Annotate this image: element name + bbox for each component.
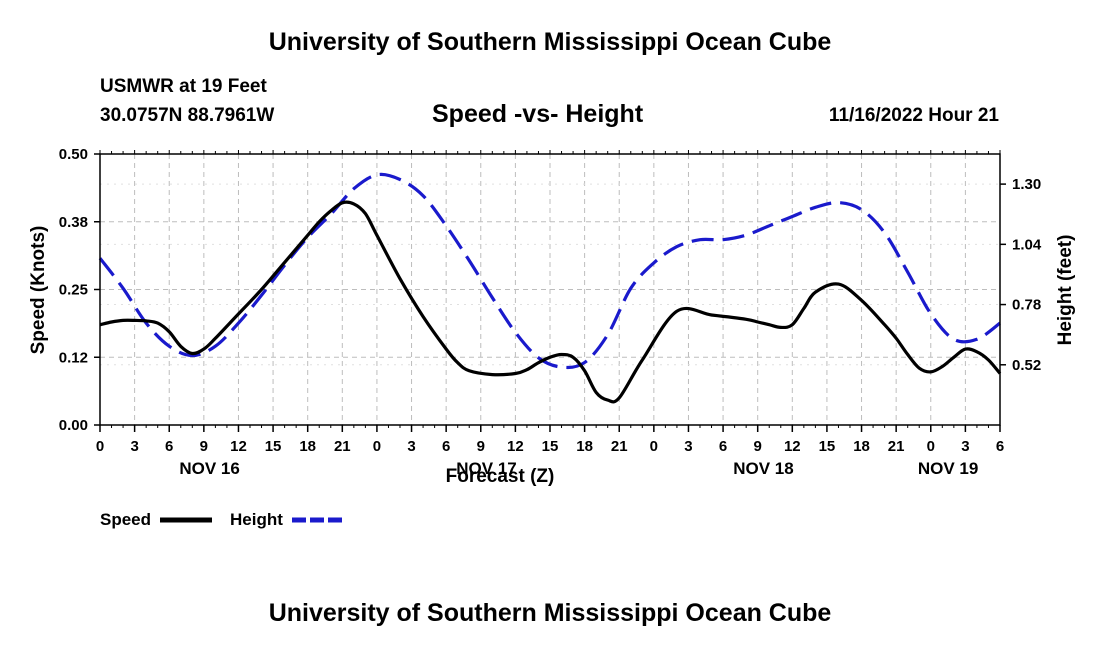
chart-subtitle: Speed -vs- Height xyxy=(432,100,644,128)
x-tick-label: 12 xyxy=(784,438,801,455)
x-tick-label: 6 xyxy=(719,438,727,455)
y-tick-label: 0.00 xyxy=(59,417,88,434)
chart-series xyxy=(98,172,1002,404)
y2-tick-label: 1.04 xyxy=(1012,236,1042,253)
y-tick-label: 0.38 xyxy=(59,214,88,231)
x-tick-label: 3 xyxy=(684,438,692,455)
legend: Speed Height xyxy=(100,510,342,529)
chart-axes: 0 3 6 9 12 15 18 21 0 3 6 9 12 15 18 21 0 3 6 9 12 15 18 21 0 3 6 0… xyxy=(59,146,1042,478)
x-tick-label: 0 xyxy=(650,438,658,455)
y-tick-label: 0.50 xyxy=(59,146,88,163)
x-tick-label: 12 xyxy=(230,438,247,455)
x-tick-label: 6 xyxy=(996,438,1004,455)
x-tick-label: 9 xyxy=(754,438,762,455)
legend-height-label: Height xyxy=(230,510,283,529)
x-tick-label: 12 xyxy=(507,438,524,455)
x-axis-label: Forecast (Z) xyxy=(446,466,555,487)
x-tick-label: 3 xyxy=(407,438,415,455)
station-coords: 30.0757N 88.7961W xyxy=(100,105,275,126)
x-tick-label: 0 xyxy=(373,438,381,455)
height-series-line xyxy=(98,172,1001,370)
x-tick-label: 9 xyxy=(477,438,485,455)
x-tick-label: 21 xyxy=(611,438,628,455)
x-tick-label: 3 xyxy=(961,438,969,455)
x-tick-label: 6 xyxy=(442,438,450,455)
x-tick-label: 18 xyxy=(299,438,316,455)
y-axis-label: Speed (Knots) xyxy=(28,226,49,355)
legend-speed-label: Speed xyxy=(100,510,151,529)
day-label: NOV 16 xyxy=(179,459,239,478)
forecast-timestamp: 11/16/2022 Hour 21 xyxy=(828,105,999,126)
station-name: USMWR at 19 Feet xyxy=(100,76,267,97)
y2-axis-label: Height (feet) xyxy=(1055,235,1076,346)
x-tick-label: 15 xyxy=(265,438,282,455)
chart-grid xyxy=(100,154,1000,425)
x-tick-label: 21 xyxy=(888,438,905,455)
x-tick-label: 21 xyxy=(334,438,351,455)
x-tick-label: 18 xyxy=(576,438,593,455)
page-title: University of Southern Mississippi Ocean… xyxy=(268,28,832,56)
y-tick-label: 0.25 xyxy=(59,282,88,299)
x-tick-label: 0 xyxy=(927,438,935,455)
y2-tick-label: 0.78 xyxy=(1012,297,1041,314)
x-tick-label: 9 xyxy=(200,438,208,455)
y-tick-label: 0.12 xyxy=(59,349,88,366)
day-label: NOV 19 xyxy=(918,459,978,478)
day-label: NOV 18 xyxy=(733,459,793,478)
speed-series-line xyxy=(99,200,1002,404)
day-label: NOV 17 xyxy=(456,459,516,478)
x-tick-label: 15 xyxy=(819,438,836,455)
y2-tick-label: 1.30 xyxy=(1012,176,1041,193)
x-tick-label: 18 xyxy=(853,438,870,455)
x-tick-label: 3 xyxy=(130,438,138,455)
y2-tick-label: 0.52 xyxy=(1012,357,1041,374)
x-tick-label: 6 xyxy=(165,438,173,455)
footer-title: University of Southern Mississippi Ocean… xyxy=(268,599,832,627)
x-tick-label: 0 xyxy=(96,438,104,455)
x-tick-label: 15 xyxy=(542,438,559,455)
